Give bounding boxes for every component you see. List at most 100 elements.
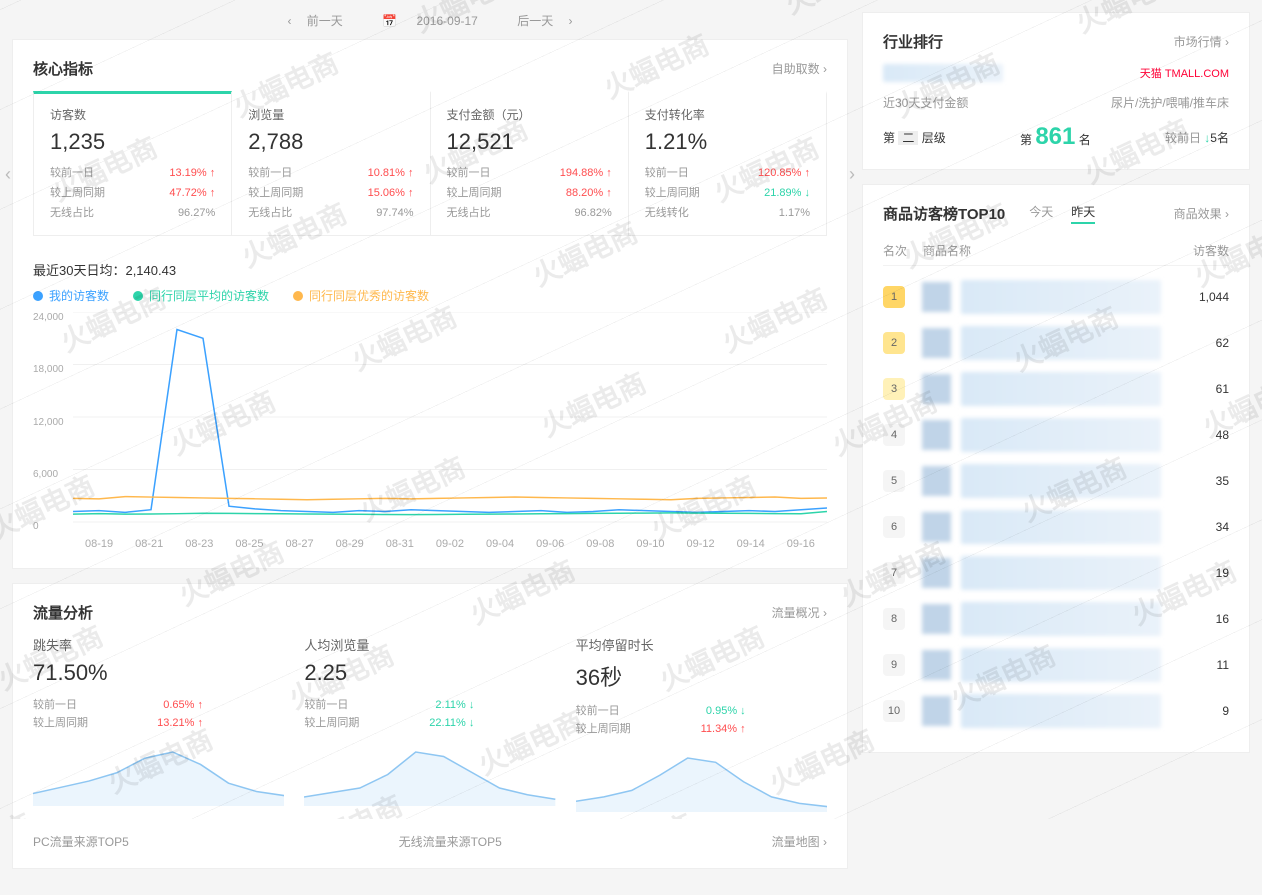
traffic-metric: 人均浏览量 2.25 较前一日2.11% ↓ 较上周同期22.11% ↓ [304,635,555,815]
visitor-count: 9 [1161,704,1229,718]
table-row[interactable]: 4 48 [883,412,1229,458]
visitor-count: 16 [1161,612,1229,626]
tab-yesterday[interactable]: 昨天 [1071,203,1095,224]
col-visitors: 访客数 [1169,242,1229,259]
product-thumb [922,512,951,542]
table-row[interactable]: 7 19 [883,550,1229,596]
metric-label: 访客数 [50,106,215,123]
traffic-card: 流量分析 流量概况 跳失率 71.50% 较前一日0.65% ↑ 较上周同期13… [12,583,848,869]
metric-card[interactable]: 浏览量 2,788 较前一日10.81% ↑ 较上周同期15.06% ↑ 无线占… [231,91,430,236]
core-title: 核心指标 [33,58,93,79]
tmall-badge: 天猫 TMALL.COM [1140,65,1229,81]
rank-badge: 5 [883,470,905,492]
product-name-placeholder [961,694,1161,728]
table-row[interactable]: 9 11 [883,642,1229,688]
visitor-count: 62 [1161,336,1229,350]
rank-position: 第 861 名 [1020,123,1091,151]
visitor-count: 34 [1161,520,1229,534]
rank-title: 行业排行 [883,31,943,52]
product-name-placeholder [961,510,1161,544]
metric-card[interactable]: 访客数 1,235 较前一日13.19% ↑ 较上周同期47.72% ↑ 无线占… [33,91,232,236]
visitor-count: 35 [1161,474,1229,488]
metric-value: 2,788 [248,129,413,155]
rank-level: 第 二 层级 [883,129,946,146]
table-row[interactable]: 3 61 [883,366,1229,412]
product-name-placeholder [961,648,1161,682]
rank-change: 较前日 ↓5名 [1165,129,1229,146]
table-row[interactable]: 1 1,044 [883,274,1229,320]
metric-label: 支付转化率 [645,106,810,123]
metric-next-icon[interactable]: › [849,164,855,185]
sparkline-chart [304,746,555,806]
table-row[interactable]: 10 9 [883,688,1229,734]
next-day-link[interactable]: 后一天 › [505,14,572,28]
table-row[interactable]: 5 35 [883,458,1229,504]
traffic-title: 流量分析 [33,602,93,623]
pc-top5-label[interactable]: PC流量来源TOP5 [33,833,129,850]
top10-title: 商品访客榜TOP10 [883,203,1005,224]
date-nav: ‹ 前一天 📅 2016-09-17 后一天 › [12,12,848,29]
legend-item[interactable]: 同行同层平均的访客数 [133,287,269,304]
core-metrics-card: 核心指标 自助取数 ‹ › 访客数 1,235 较前一日13.19% ↑ 较上周… [12,39,848,569]
product-thumb [922,282,951,312]
legend-item[interactable]: 同行同层优秀的访客数 [293,287,429,304]
visitor-count: 19 [1161,566,1229,580]
product-thumb [922,558,951,588]
product-thumb [922,604,951,634]
market-link[interactable]: 市场行情 [1174,33,1229,50]
product-thumb [922,696,951,726]
product-name-placeholder [961,418,1161,452]
metric-card[interactable]: 支付转化率 1.21% 较前一日120.85% ↑ 较上周同期21.89% ↓ … [628,91,827,236]
legend-dot-icon [33,291,43,301]
traffic-metric: 平均停留时长 36秒 较前一日0.95% ↓ 较上周同期11.34% ↑ [576,635,827,815]
product-name-placeholder [961,326,1161,360]
product-name-placeholder [961,464,1161,498]
legend-item[interactable]: 我的访客数 [33,287,109,304]
rank-badge: 6 [883,516,905,538]
product-thumb [922,650,951,680]
rank-badge: 2 [883,332,905,354]
wx-top5-label[interactable]: 无线流量来源TOP5 [399,833,502,850]
rank-badge: 10 [883,700,905,722]
traffic-map-link[interactable]: 流量地图 [772,833,827,850]
metric-value: 1.21% [645,129,810,155]
calendar-icon[interactable]: 📅 [382,14,397,28]
current-date[interactable]: 2016-09-17 [416,14,477,28]
traffic-link[interactable]: 流量概况 [772,604,827,621]
metric-prev-icon[interactable]: ‹ [5,164,11,185]
traffic-metric: 跳失率 71.50% 较前一日0.65% ↑ 较上周同期13.21% ↑ [33,635,284,815]
shop-name-placeholder [883,64,1003,82]
sparkline-chart [576,752,827,812]
product-effect-link[interactable]: 商品效果 [1174,205,1229,222]
metric-card[interactable]: 支付金额（元） 12,521 较前一日194.88% ↑ 较上周同期88.20%… [430,91,629,236]
rank-badge: 8 [883,608,905,630]
prev-day-link[interactable]: ‹ 前一天 [287,14,354,28]
product-thumb [922,420,951,450]
legend-dot-icon [293,291,303,301]
product-thumb [922,374,951,404]
rank-category: 尿片/洗护/喂哺/推车床 [1111,94,1229,111]
self-data-link[interactable]: 自助取数 [772,60,827,77]
visitor-count: 61 [1161,382,1229,396]
table-row[interactable]: 8 16 [883,596,1229,642]
industry-rank-card: 行业排行 市场行情 天猫 TMALL.COM 近30天支付金额 尿片/洗护/喂哺… [862,12,1250,170]
rank-sub-label: 近30天支付金额 [883,94,968,111]
visitor-count: 11 [1161,658,1229,672]
rank-badge: 1 [883,286,905,308]
metric-label: 支付金额（元） [447,106,612,123]
rank-badge: 7 [883,562,905,584]
metric-value: 12,521 [447,129,612,155]
tab-today[interactable]: 今天 [1029,203,1053,224]
product-name-placeholder [961,602,1161,636]
table-row[interactable]: 2 62 [883,320,1229,366]
product-thumb [922,328,951,358]
metric-value: 1,235 [50,129,215,155]
col-name: 商品名称 [923,242,1169,259]
col-rank: 名次 [883,242,923,259]
product-name-placeholder [961,556,1161,590]
product-name-placeholder [961,280,1161,314]
product-thumb [922,466,951,496]
table-row[interactable]: 6 34 [883,504,1229,550]
visitor-count: 1,044 [1161,290,1229,304]
legend-dot-icon [133,291,143,301]
